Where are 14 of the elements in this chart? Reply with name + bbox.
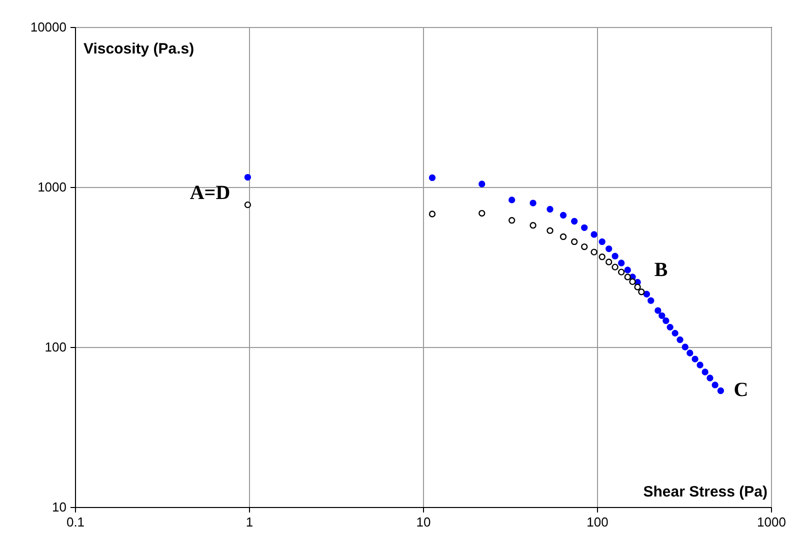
x-tick-label: 1 <box>246 514 254 530</box>
y-axis-title: Viscosity (Pa.s) <box>84 40 194 58</box>
x-axis-title: Shear Stress (Pa) <box>643 484 768 500</box>
annotation: A=D <box>190 182 230 204</box>
annotation: B <box>654 259 668 281</box>
y-tick-label: 10 <box>52 500 66 514</box>
annotation: C <box>734 379 748 401</box>
x-tick-label: 1000 <box>757 514 786 530</box>
y-tick-label: 1000 <box>38 180 66 194</box>
x-tick-label: 100 <box>586 514 608 530</box>
x-tick-label: 10 <box>416 514 431 530</box>
x-tick-label: 0.1 <box>66 514 85 530</box>
y-tick-label: 100 <box>44 340 66 354</box>
y-tick-label: 10000 <box>30 20 66 34</box>
